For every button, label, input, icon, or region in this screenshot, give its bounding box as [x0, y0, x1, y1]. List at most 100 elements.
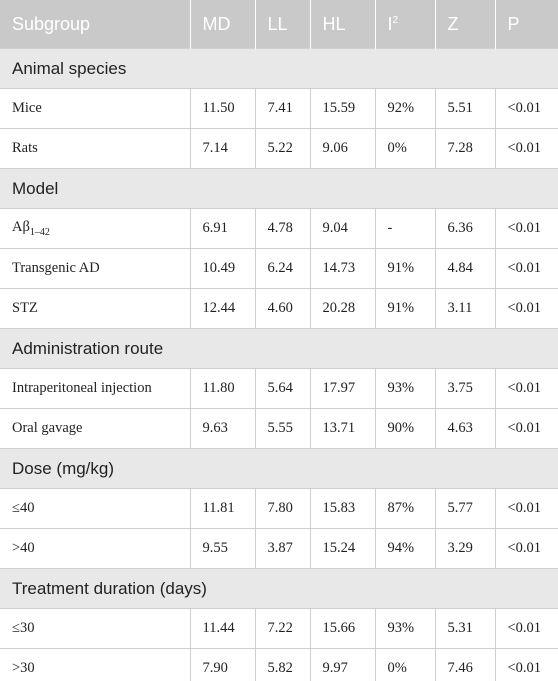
data-row: STZ 12.44 4.60 20.28 91% 3.11 <0.01 [0, 288, 558, 329]
data-cell: 7.22 [254, 608, 311, 649]
row-label: Transgenic AD [0, 248, 191, 289]
row-label: Intraperitoneal injection [0, 368, 191, 409]
data-cell: 11.50 [189, 88, 256, 129]
data-row: Intraperitoneal injection 11.80 5.64 17.97 9… [0, 368, 558, 409]
superscript: 2 [392, 14, 399, 26]
data-cell: 4.60 [254, 288, 311, 329]
row-label: ≤40 [0, 488, 191, 529]
header-cell: HL [309, 0, 375, 49]
data-row: ≤30 11.44 7.22 15.66 93% 5.31 <0.01 [0, 608, 558, 649]
table-body: Animal species Mice 11.50 7.41 15.59 92% 5.51 <… [0, 48, 558, 681]
data-cell: - [374, 208, 436, 249]
data-cell: 5.22 [254, 128, 311, 169]
data-cell: <0.01 [494, 488, 558, 529]
header-cell: LL [254, 0, 310, 49]
data-cell: <0.01 [494, 208, 558, 249]
data-cell: 4.84 [434, 248, 496, 289]
data-cell: 93% [374, 368, 436, 409]
data-cell: 0% [374, 128, 436, 169]
row-label: STZ [0, 288, 191, 329]
header-cell: Subgroup [0, 0, 190, 49]
data-cell: 87% [374, 488, 436, 529]
data-cell: 9.06 [309, 128, 376, 169]
row-label: Aβ1–42 [0, 208, 191, 249]
section-title: Administration route [0, 328, 558, 369]
subscript: 1–42 [29, 226, 50, 238]
data-cell: 5.55 [254, 408, 311, 449]
section-row: Administration route [0, 328, 558, 369]
data-row: Rats 7.14 5.22 9.06 0% 7.28 <0.01 [0, 128, 558, 169]
data-cell: 11.81 [189, 488, 256, 529]
data-cell: 93% [374, 608, 436, 649]
data-row: ≤40 11.81 7.80 15.83 87% 5.77 <0.01 [0, 488, 558, 529]
data-cell: 13.71 [309, 408, 376, 449]
data-row: Mice 11.50 7.41 15.59 92% 5.51 <0.01 [0, 88, 558, 129]
data-cell: 90% [374, 408, 436, 449]
header-cell: P [494, 0, 558, 49]
data-cell: 94% [374, 528, 436, 569]
data-cell: 9.04 [309, 208, 376, 249]
data-row: Transgenic AD 10.49 6.24 14.73 91% 4.84 <0.01 [0, 248, 558, 289]
data-row: >40 9.55 3.87 15.24 94% 3.29 <0.01 [0, 528, 558, 569]
row-label: >30 [0, 648, 191, 681]
data-cell: 10.49 [189, 248, 256, 289]
row-label: Rats [0, 128, 191, 169]
data-cell: 5.77 [434, 488, 496, 529]
header-cell: MD [189, 0, 255, 49]
data-cell: 7.41 [254, 88, 311, 129]
row-label: Mice [0, 88, 191, 129]
row-label: ≤30 [0, 608, 191, 649]
data-cell: <0.01 [494, 128, 558, 169]
data-cell: 7.90 [189, 648, 256, 681]
cell-text: Aβ [12, 219, 30, 236]
data-cell: 7.80 [254, 488, 311, 529]
data-row: >30 7.90 5.82 9.97 0% 7.46 <0.01 [0, 648, 558, 681]
section-row: Model [0, 168, 558, 209]
data-cell: 11.80 [189, 368, 256, 409]
cell-text: I [387, 13, 393, 34]
data-cell: 6.91 [189, 208, 256, 249]
data-cell: <0.01 [494, 88, 558, 129]
data-row: Oral gavage 9.63 5.55 13.71 90% 4.63 <0.01 [0, 408, 558, 449]
data-cell: <0.01 [494, 408, 558, 449]
section-title: Model [0, 168, 558, 209]
section-row: Animal species [0, 48, 558, 89]
section-title: Treatment duration (days) [0, 568, 558, 609]
data-cell: 3.29 [434, 528, 496, 569]
data-cell: <0.01 [494, 288, 558, 329]
header-cell: I2 [374, 0, 435, 49]
data-cell: 5.64 [254, 368, 311, 409]
data-cell: 12.44 [189, 288, 256, 329]
data-cell: 15.83 [309, 488, 376, 529]
data-cell: 5.51 [434, 88, 496, 129]
data-cell: 6.24 [254, 248, 311, 289]
data-cell: <0.01 [494, 608, 558, 649]
data-cell: 7.28 [434, 128, 496, 169]
header-cell: Z [434, 0, 495, 49]
section-row: Treatment duration (days) [0, 568, 558, 609]
data-cell: 7.14 [189, 128, 256, 169]
data-cell: 5.31 [434, 608, 496, 649]
data-cell: <0.01 [494, 248, 558, 289]
data-cell: 3.87 [254, 528, 311, 569]
data-cell: 0% [374, 648, 436, 681]
data-cell: 17.97 [309, 368, 376, 409]
section-title: Dose (mg/kg) [0, 448, 558, 489]
data-cell: 3.11 [434, 288, 496, 329]
section-row: Dose (mg/kg) [0, 448, 558, 489]
section-title: Animal species [0, 48, 558, 89]
data-cell: 91% [374, 248, 436, 289]
data-cell: 4.63 [434, 408, 496, 449]
data-cell: 15.66 [309, 608, 376, 649]
data-cell: <0.01 [494, 528, 558, 569]
data-cell: 15.24 [309, 528, 376, 569]
data-cell: 11.44 [189, 608, 256, 649]
data-cell: 14.73 [309, 248, 376, 289]
row-label: Oral gavage [0, 408, 191, 449]
data-cell: 9.55 [189, 528, 256, 569]
data-cell: 5.82 [254, 648, 311, 681]
data-cell: 9.63 [189, 408, 256, 449]
row-label: >40 [0, 528, 191, 569]
data-cell: 20.28 [309, 288, 376, 329]
